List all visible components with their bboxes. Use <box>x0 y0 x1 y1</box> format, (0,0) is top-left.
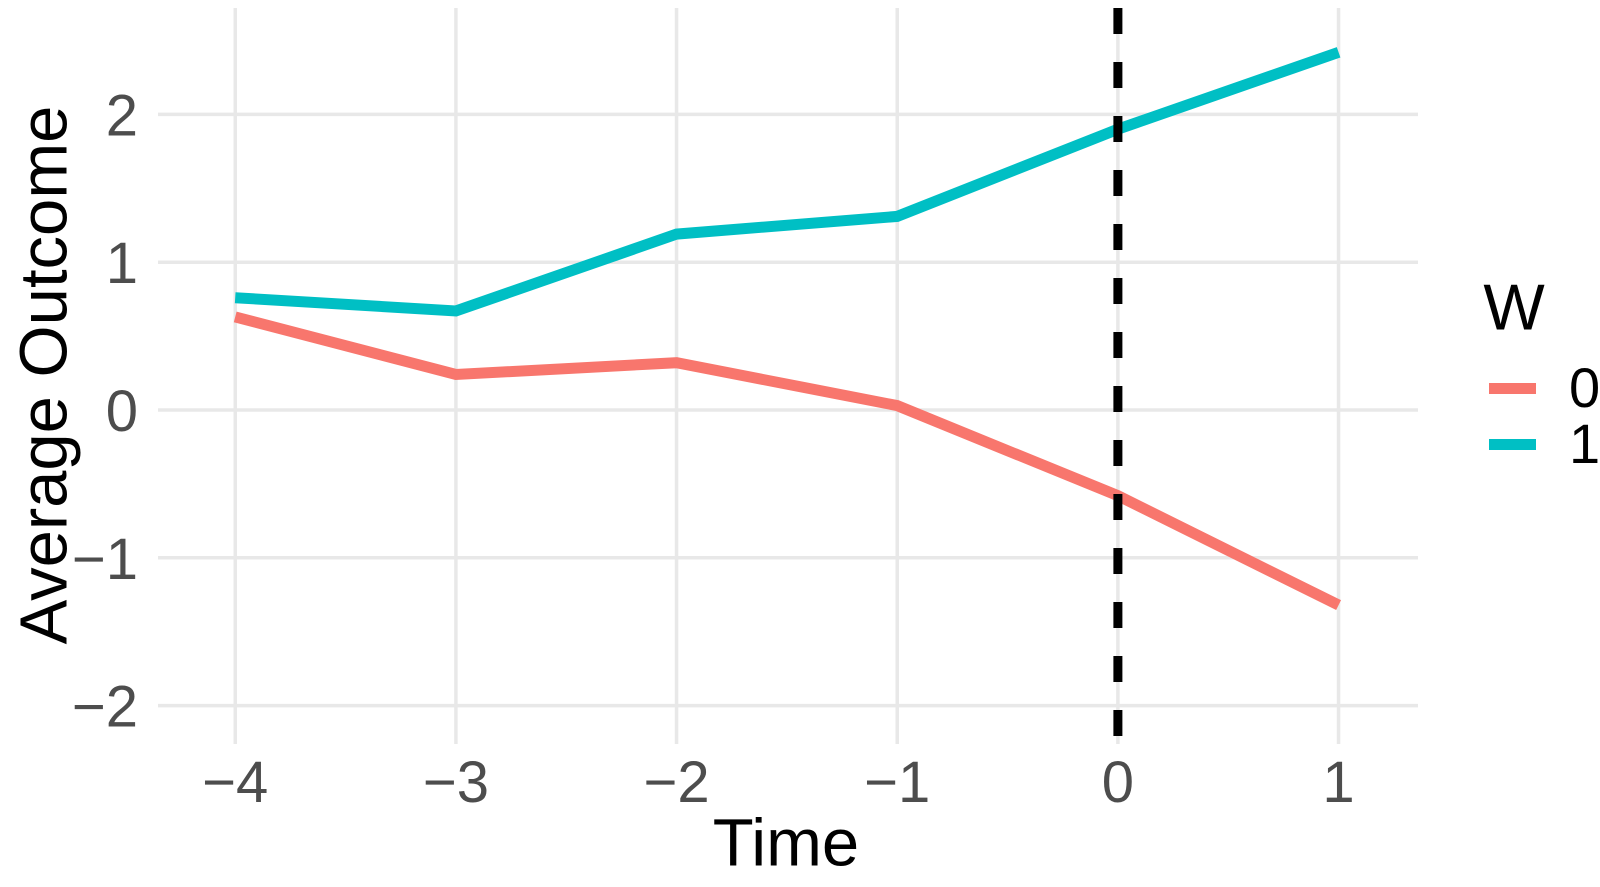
series-line-w0 <box>233 311 1342 611</box>
x-tick-label: −3 <box>423 750 489 815</box>
y-axis-title: Average Outcome <box>6 105 82 645</box>
x-tick-label: 1 <box>1322 750 1354 815</box>
y-tick-label: −2 <box>72 675 138 740</box>
y-tick-label: 0 <box>106 379 138 444</box>
x-axis-title: Time <box>712 805 860 881</box>
x-tick-label: 0 <box>1102 750 1134 815</box>
x-tick-label: −1 <box>864 750 930 815</box>
x-tick-label: −2 <box>643 750 709 815</box>
y-tick-label: 1 <box>106 231 138 296</box>
y-tick-label: −1 <box>72 527 138 592</box>
series-line-w1 <box>234 47 1341 317</box>
x-tick-label: −4 <box>202 750 268 815</box>
y-tick-label: 2 <box>106 83 138 148</box>
